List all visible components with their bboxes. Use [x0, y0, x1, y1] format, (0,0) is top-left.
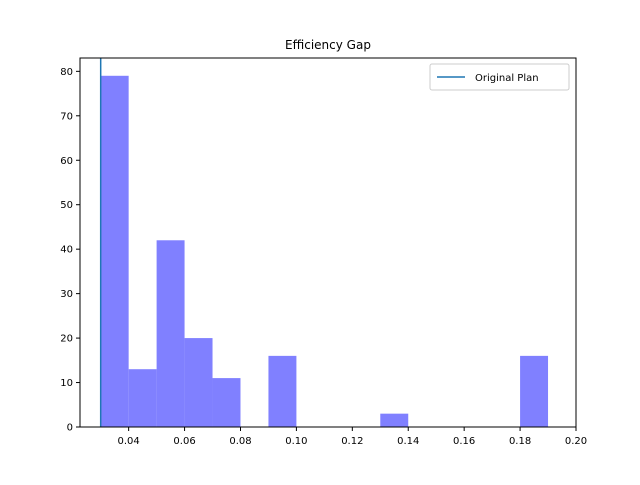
x-tick-label: 0.16	[453, 436, 475, 447]
chart-title: Efficiency Gap	[285, 38, 371, 52]
x-tick-label: 0.18	[509, 436, 531, 447]
axes-frame	[79, 57, 577, 428]
y-tick-label: 10	[60, 378, 73, 389]
histogram-bar	[100, 75, 129, 427]
y-tick-label: 70	[60, 111, 73, 122]
y-tick-label: 0	[67, 423, 73, 434]
histogram-bar	[380, 413, 409, 427]
y-tick-label: 20	[60, 334, 73, 345]
histogram-bar	[184, 338, 213, 427]
legend-label-original-plan: Original Plan	[475, 73, 539, 84]
histogram-bar	[128, 369, 157, 427]
histogram-bar	[520, 355, 549, 427]
y-tick-label: 50	[60, 200, 73, 211]
x-tick-label: 0.06	[173, 436, 195, 447]
legend: Original Plan	[429, 63, 570, 91]
y-tick-label: 30	[60, 289, 73, 300]
histogram-bar	[268, 355, 297, 427]
y-tick-label: 40	[60, 245, 73, 256]
x-tick-label: 0.10	[285, 436, 307, 447]
x-tick-label: 0.12	[341, 436, 363, 447]
y-tick-label: 80	[60, 67, 73, 78]
x-tick-label: 0.14	[397, 436, 419, 447]
x-tick-label: 0.04	[118, 436, 140, 447]
histogram-bar	[212, 378, 241, 427]
x-tick-label: 0.20	[565, 436, 587, 447]
x-tick-label: 0.08	[229, 436, 251, 447]
histogram-bar	[156, 240, 185, 427]
legend-box	[429, 63, 570, 91]
y-tick-label: 60	[60, 156, 73, 167]
